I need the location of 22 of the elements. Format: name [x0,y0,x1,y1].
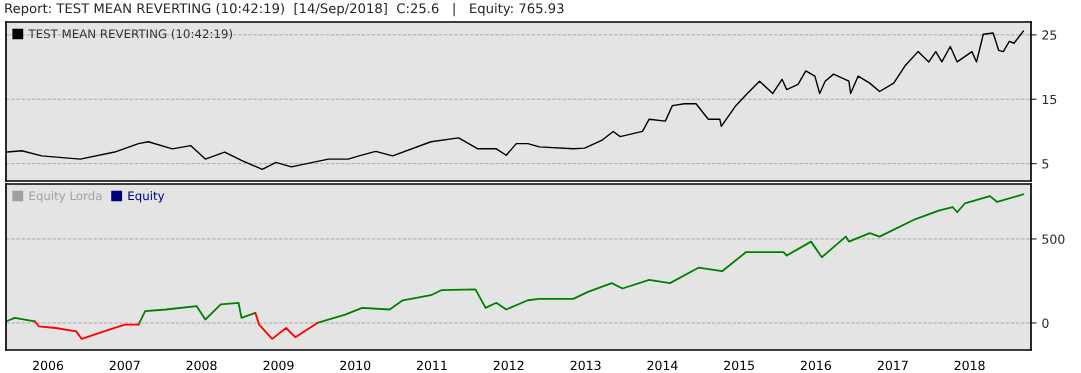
legend-label: TEST MEAN REVERTING (10:42:19) [28,29,233,40]
x-tick-label: 2006 [33,360,64,371]
x-tick-label: 2014 [647,360,678,371]
y-tick-label: 500 [1042,234,1065,244]
chart-title: Report: TEST MEAN REVERTING (10:42:19) [14/Sep/2018] C:25.6 | Equity: 765.93 [5,3,564,17]
x-tick-label: 2008 [186,360,217,371]
y-tick-label: 0 [1042,318,1049,328]
x-tick-label: 2009 [263,360,294,371]
x-tick-label: 2013 [570,360,601,371]
x-tick-label: 2011 [416,360,447,371]
legend-label: Equity Lorda [29,191,102,203]
x-tick-label: 2018 [954,360,985,371]
x-tick-label: 2015 [724,360,754,371]
x-tick-label: 2012 [493,360,524,371]
y-tick-label: 15 [1042,94,1057,105]
x-tick-label: 2017 [877,360,908,371]
y-tick-label: 25 [1042,30,1057,40]
x-tick-label: 2007 [109,360,140,371]
x-tick-label: 2016 [800,360,832,371]
y-tick-label: 5 [1042,159,1049,169]
x-tick-label: 2010 [340,360,371,371]
legend-label: Equity [128,191,165,203]
